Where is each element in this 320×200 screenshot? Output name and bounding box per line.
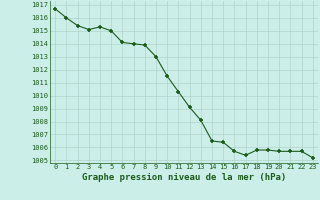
- X-axis label: Graphe pression niveau de la mer (hPa): Graphe pression niveau de la mer (hPa): [82, 173, 286, 182]
